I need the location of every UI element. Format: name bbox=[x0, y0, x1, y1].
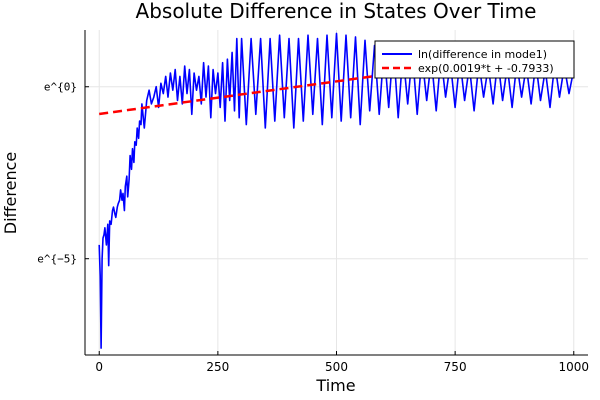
legend-label-series-2: exp(0.0019*t + -0.7933) bbox=[418, 62, 554, 75]
y-tick-label: e^{−5} bbox=[37, 253, 77, 266]
legend-box bbox=[374, 40, 575, 79]
x-axis-label: Time bbox=[315, 376, 355, 395]
ticks: 0 250 500 750 1000 e^{0} e^{−5} bbox=[37, 81, 589, 374]
legend: ln(difference in mode1) exp(0.0019*t + -… bbox=[374, 40, 575, 79]
x-tick-label: 250 bbox=[206, 360, 229, 374]
legend-label-series-1: ln(difference in mode1) bbox=[418, 48, 547, 61]
y-tick-label: e^{0} bbox=[44, 81, 77, 94]
x-tick-label: 750 bbox=[444, 360, 467, 374]
x-tick-label: 1000 bbox=[558, 360, 589, 374]
x-tick-label: 0 bbox=[95, 360, 103, 374]
y-axis-label: Difference bbox=[1, 152, 20, 234]
x-tick-label: 500 bbox=[325, 360, 348, 374]
series-line-1 bbox=[98, 32, 575, 349]
chart-title: Absolute Difference in States Over Time bbox=[136, 0, 537, 23]
grid bbox=[85, 30, 588, 355]
